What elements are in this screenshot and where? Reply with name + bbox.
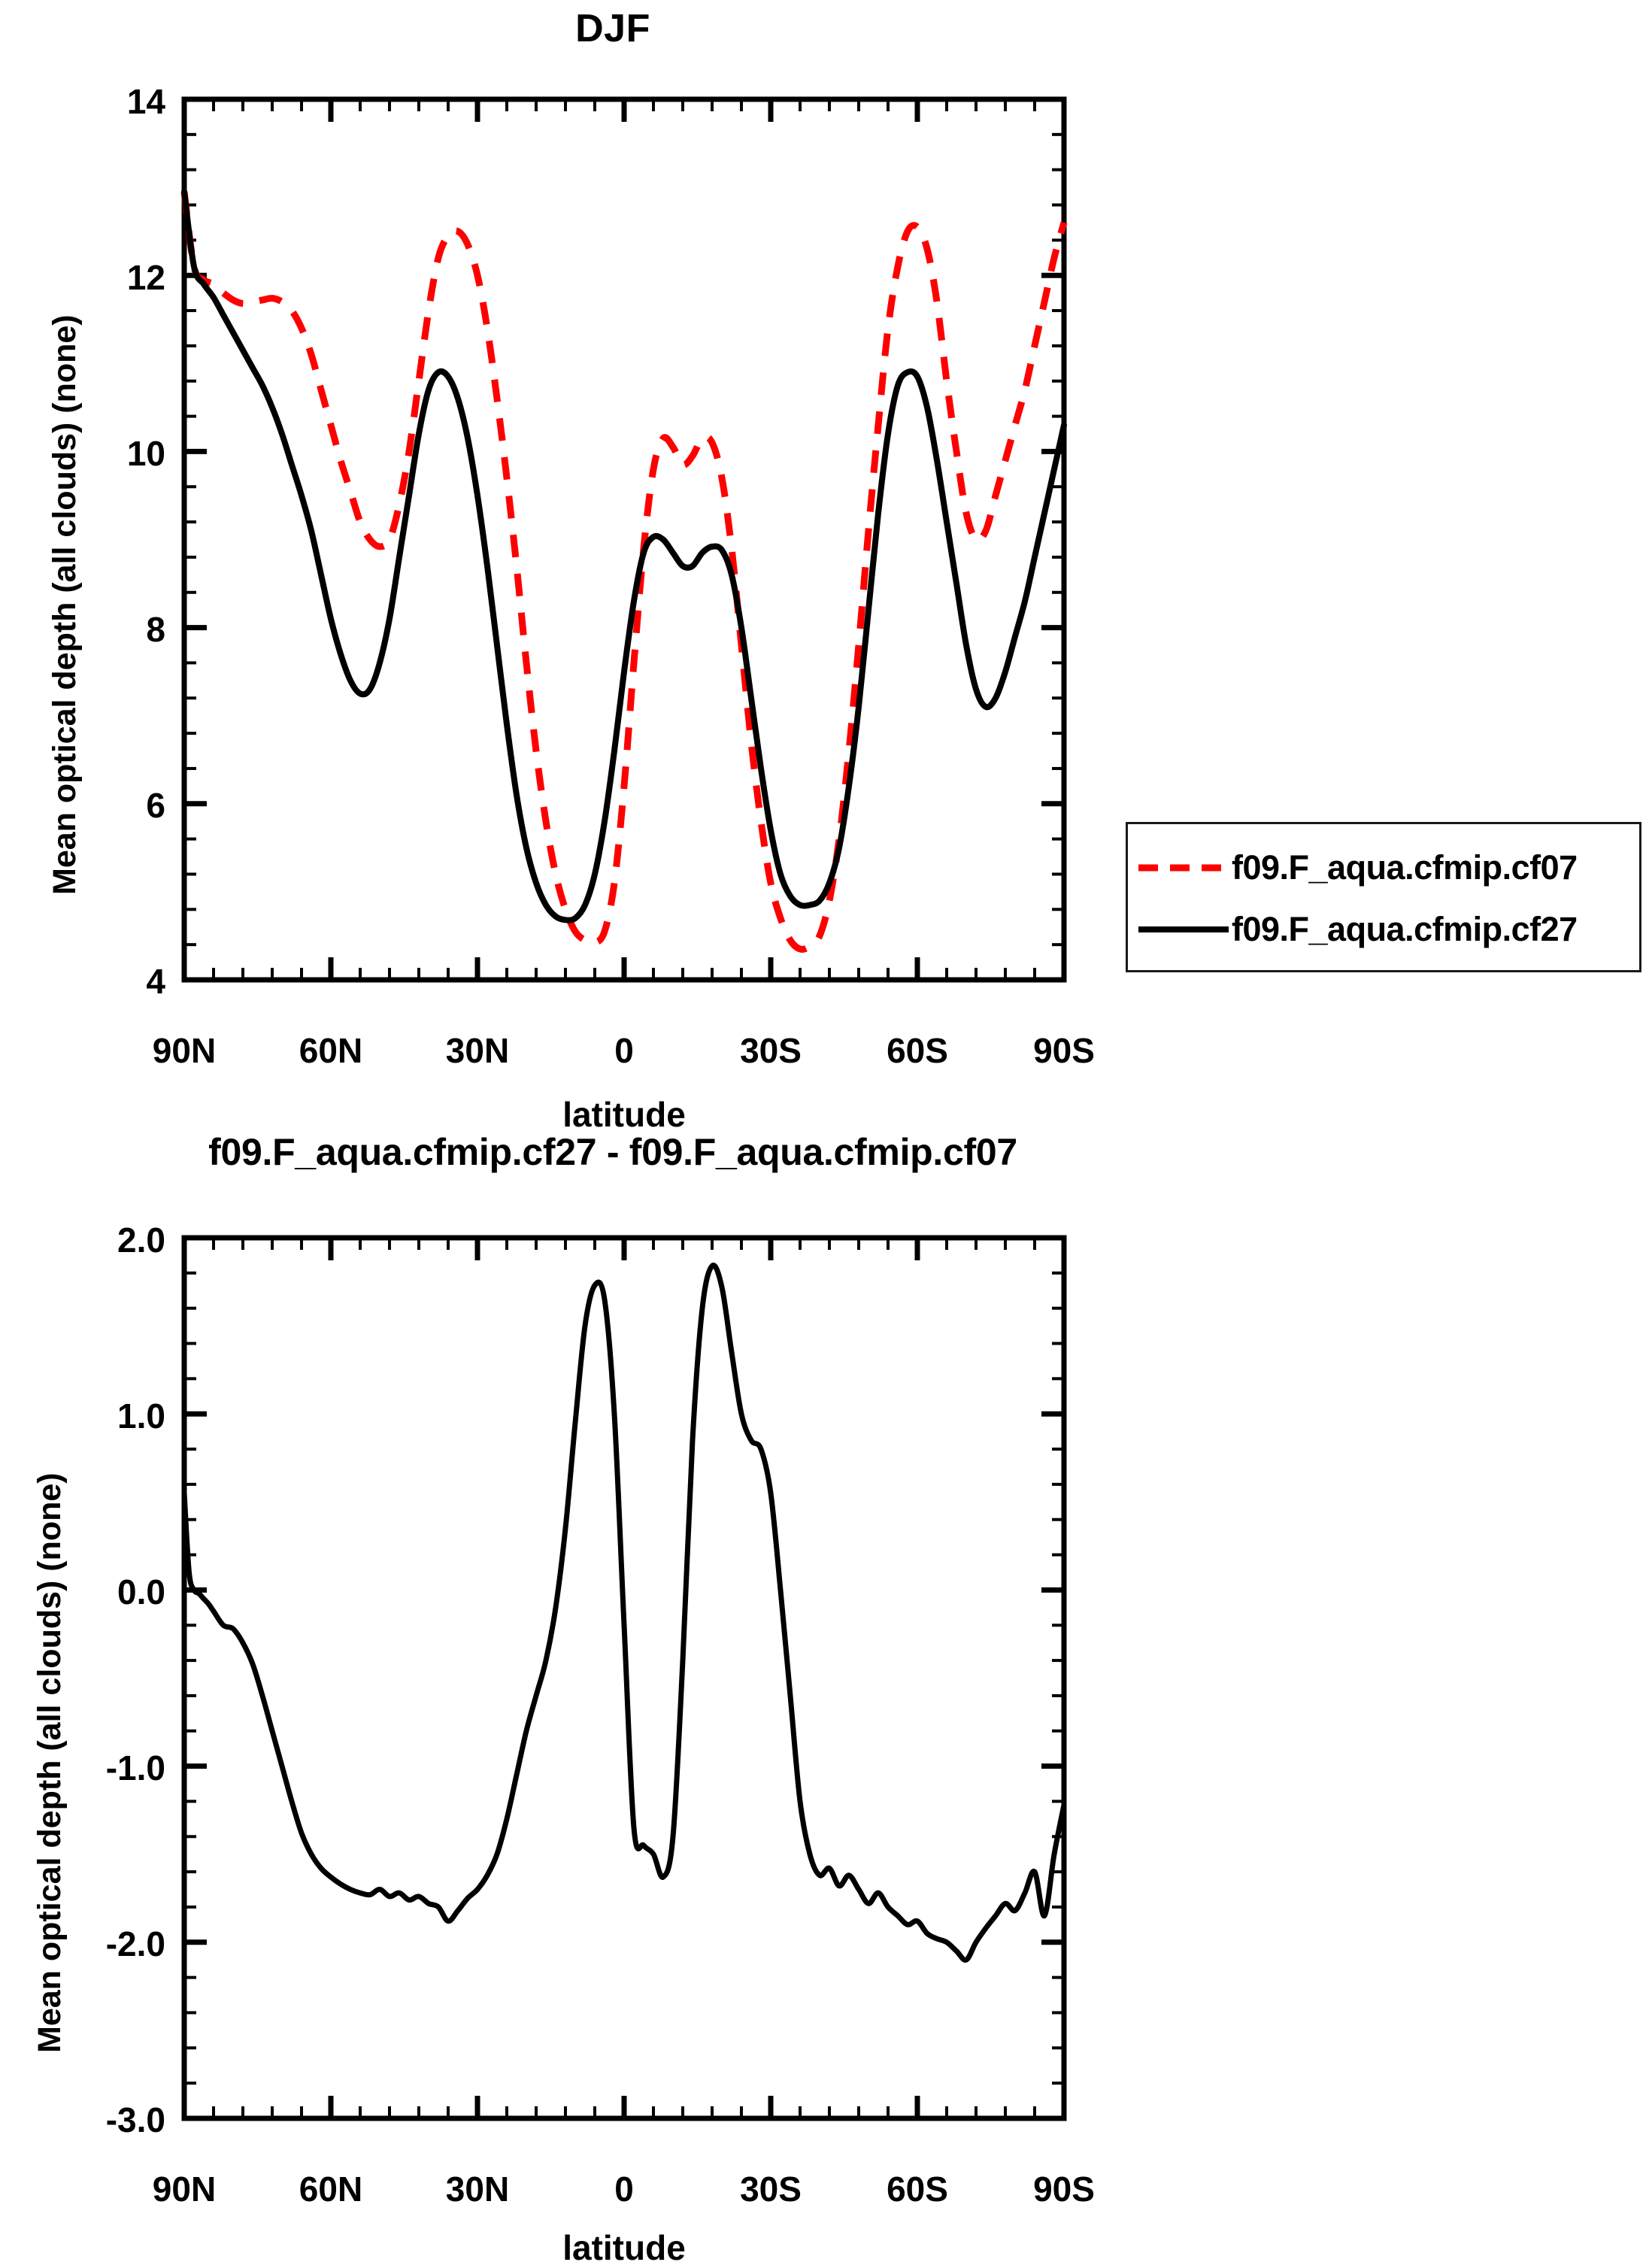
top-chart-title: DJF [575, 7, 650, 50]
bottom-chart-title: f09.F_aqua.cfmip.cf27 - f09.F_aqua.cfmip… [208, 1131, 1017, 1173]
top-chart-xlabel: latitude [562, 1095, 686, 1134]
bottom-xtick-90n: 90N [152, 2169, 217, 2209]
bottom-xtick-90s: 90S [1033, 2169, 1095, 2209]
chart-legend: f09.F_aqua.cfmip.cf07 f09.F_aqua.cfmip.c… [1126, 822, 1641, 972]
bottom-ytick-0: 0.0 [117, 1572, 165, 1612]
top-xtick-60s: 60S [887, 1031, 948, 1070]
legend-label-cf07: f09.F_aqua.cfmip.cf07 [1232, 848, 1578, 887]
bottom-xtick-30s: 30S [740, 2169, 802, 2209]
bottom-xtick-60s: 60S [887, 2169, 948, 2209]
top-xtick-90n: 90N [152, 1031, 217, 1070]
top-ytick-8: 8 [146, 610, 165, 649]
top-xtick-30s: 30S [740, 1031, 802, 1070]
top-ytick-besides-4: 4 [146, 962, 165, 1001]
bottom-chart-plot-area [181, 1235, 1067, 2121]
top-xtick-90s: 90S [1033, 1031, 1095, 1070]
top-ytick-10: 10 [126, 434, 165, 473]
top-ytick-12: 12 [126, 258, 165, 297]
bottom-xtick-0: 0 [614, 2169, 634, 2209]
top-ytick-6: 6 [146, 786, 165, 825]
legend-item-cf27[interactable]: f09.F_aqua.cfmip.cf27 [1128, 899, 1639, 960]
bottom-ytick-neg3: -3.0 [105, 2100, 165, 2139]
top-xtick-0: 0 [614, 1031, 634, 1070]
bottom-ytick-neg1: -1.0 [105, 1748, 165, 1787]
top-chart-plot-area [180, 96, 1068, 983]
series-line-cf27 [181, 188, 1067, 923]
legend-label-cf27: f09.F_aqua.cfmip.cf27 [1232, 910, 1578, 948]
legend-item-cf07[interactable]: f09.F_aqua.cfmip.cf07 [1128, 838, 1639, 898]
series-line-cf07 [180, 191, 1068, 953]
legend-swatch-dashed-red [1138, 858, 1229, 878]
bottom-chart-xlabel: latitude [562, 2228, 686, 2267]
bottom-xtick-60n: 60N [299, 2169, 363, 2209]
bottom-ytick-neg2: -2.0 [105, 1924, 165, 1963]
bottom-xtick-30n: 30N [445, 2169, 510, 2209]
top-xtick-30n: 30N [445, 1031, 510, 1070]
legend-swatch-solid-black [1138, 920, 1229, 939]
bottom-ytick-1: 1.0 [117, 1396, 165, 1436]
top-ytick-14: 14 [126, 82, 165, 121]
series-line-difference [181, 1263, 1067, 1963]
bottom-ytick-2: 2.0 [117, 1220, 165, 1260]
top-axis-ticks [181, 96, 1067, 983]
top-xtick-60n: 60N [299, 1031, 363, 1070]
